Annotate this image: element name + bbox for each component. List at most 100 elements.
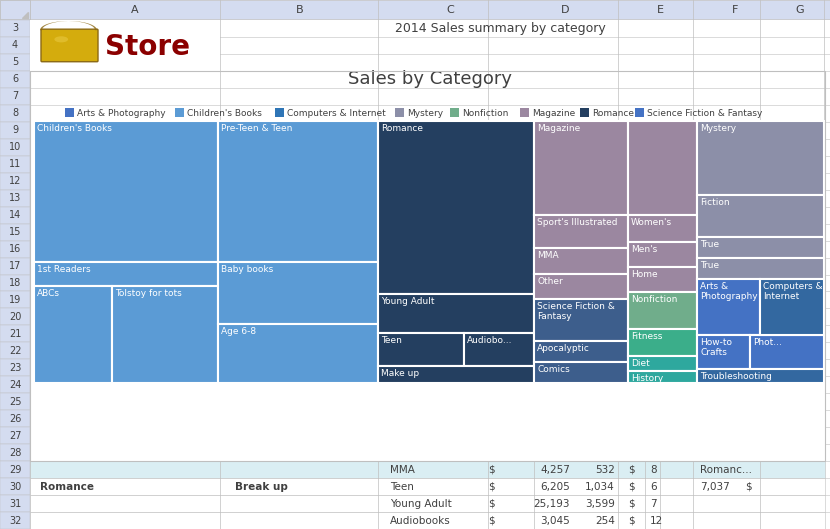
Text: Mystery: Mystery	[700, 124, 736, 133]
Bar	[0, 512, 30, 529]
Text: Science Fiction &
Fantasy: Science Fiction & Fantasy	[537, 302, 615, 322]
Bar	[275, 108, 284, 117]
Bar	[750, 335, 824, 369]
Bar	[628, 329, 697, 356]
Bar	[0, 88, 30, 105]
Text: History: History	[631, 374, 663, 383]
Text: Teen: Teen	[390, 481, 414, 491]
Bar	[0, 393, 30, 410]
Text: 30: 30	[9, 481, 21, 491]
Text: 3,599: 3,599	[585, 498, 615, 508]
Text: 23: 23	[9, 363, 22, 373]
Bar	[34, 121, 218, 262]
Text: 6,205: 6,205	[540, 481, 570, 491]
Bar	[218, 121, 378, 262]
Bar	[0, 478, 30, 495]
Bar	[0, 122, 30, 139]
Bar	[534, 248, 628, 274]
Text: 32: 32	[9, 516, 22, 525]
Text: Apocalyptic: Apocalyptic	[537, 344, 590, 353]
Bar	[30, 461, 825, 478]
Text: 29: 29	[9, 464, 22, 475]
Bar	[112, 286, 218, 383]
Bar	[0, 105, 30, 122]
Bar	[0, 37, 30, 54]
Bar	[580, 108, 589, 117]
Text: 26: 26	[9, 414, 22, 424]
Text: 18: 18	[9, 278, 21, 288]
Bar	[0, 156, 30, 172]
Bar	[218, 324, 378, 383]
Bar	[30, 122, 825, 461]
Text: G: G	[796, 5, 804, 15]
Bar	[34, 286, 112, 383]
Text: Arts & Photography: Arts & Photography	[77, 109, 166, 118]
Bar	[0, 0, 30, 19]
Text: Computers &
Internet: Computers & Internet	[763, 282, 823, 302]
Text: Teen: Teen	[381, 336, 402, 345]
Text: Nonfiction: Nonfiction	[462, 109, 508, 118]
Bar	[0, 54, 30, 71]
Bar	[464, 333, 534, 366]
Bar	[0, 241, 30, 258]
Text: Young Adult: Young Adult	[381, 297, 434, 306]
Bar	[697, 369, 824, 383]
Bar	[697, 121, 824, 195]
Text: A: A	[131, 5, 139, 15]
Text: Troubleshooting: Troubleshooting	[700, 372, 772, 381]
Bar	[697, 335, 750, 369]
Text: Tolstoy for tots: Tolstoy for tots	[115, 289, 182, 298]
Text: 3: 3	[12, 23, 18, 33]
Text: 4: 4	[12, 40, 18, 50]
Text: $: $	[488, 464, 495, 475]
FancyBboxPatch shape	[41, 29, 98, 62]
Text: 3,045: 3,045	[540, 516, 570, 525]
Bar	[628, 356, 697, 371]
Ellipse shape	[55, 37, 68, 42]
Text: 21: 21	[9, 329, 22, 339]
Bar	[0, 207, 30, 224]
Text: 4,257: 4,257	[540, 464, 570, 475]
Text: D: D	[561, 5, 569, 15]
Text: 22: 22	[9, 346, 22, 356]
Text: Children's Books: Children's Books	[187, 109, 262, 118]
Bar	[0, 0, 30, 529]
Text: How-to
Crafts: How-to Crafts	[700, 338, 732, 358]
Text: Mystery: Mystery	[407, 109, 443, 118]
Bar	[534, 215, 628, 248]
Bar	[628, 292, 697, 329]
Bar	[697, 258, 824, 279]
Text: Audiobo...: Audiobo...	[467, 336, 512, 345]
Text: Arts &
Photography: Arts & Photography	[700, 282, 758, 302]
Bar	[534, 121, 628, 215]
Bar	[628, 121, 697, 215]
Text: Pre-Teen & Teen: Pre-Teen & Teen	[221, 124, 292, 133]
Text: 254: 254	[595, 516, 615, 525]
Bar	[0, 376, 30, 393]
Text: 24: 24	[9, 380, 22, 390]
Text: Other: Other	[537, 277, 563, 286]
Bar	[0, 139, 30, 156]
Text: 532: 532	[595, 464, 615, 475]
Text: C: C	[447, 5, 454, 15]
Bar	[0, 20, 30, 37]
Text: Nonfiction: Nonfiction	[631, 295, 677, 304]
Bar	[218, 262, 378, 324]
Text: Age 6-8: Age 6-8	[221, 327, 256, 336]
Bar	[697, 279, 760, 335]
Bar	[34, 262, 218, 286]
Bar	[0, 172, 30, 190]
Text: Men's: Men's	[631, 245, 657, 254]
Bar	[534, 274, 628, 299]
Text: Fiction: Fiction	[700, 198, 730, 207]
Bar	[697, 237, 824, 258]
Text: Young Adult: Young Adult	[390, 498, 452, 508]
Text: 28: 28	[9, 448, 22, 458]
Bar	[0, 275, 30, 291]
Text: Phot...: Phot...	[753, 338, 782, 347]
Bar	[378, 366, 534, 383]
Text: 1,034: 1,034	[585, 481, 615, 491]
Text: 25: 25	[9, 397, 22, 407]
Bar	[378, 121, 534, 294]
Bar	[0, 224, 30, 241]
